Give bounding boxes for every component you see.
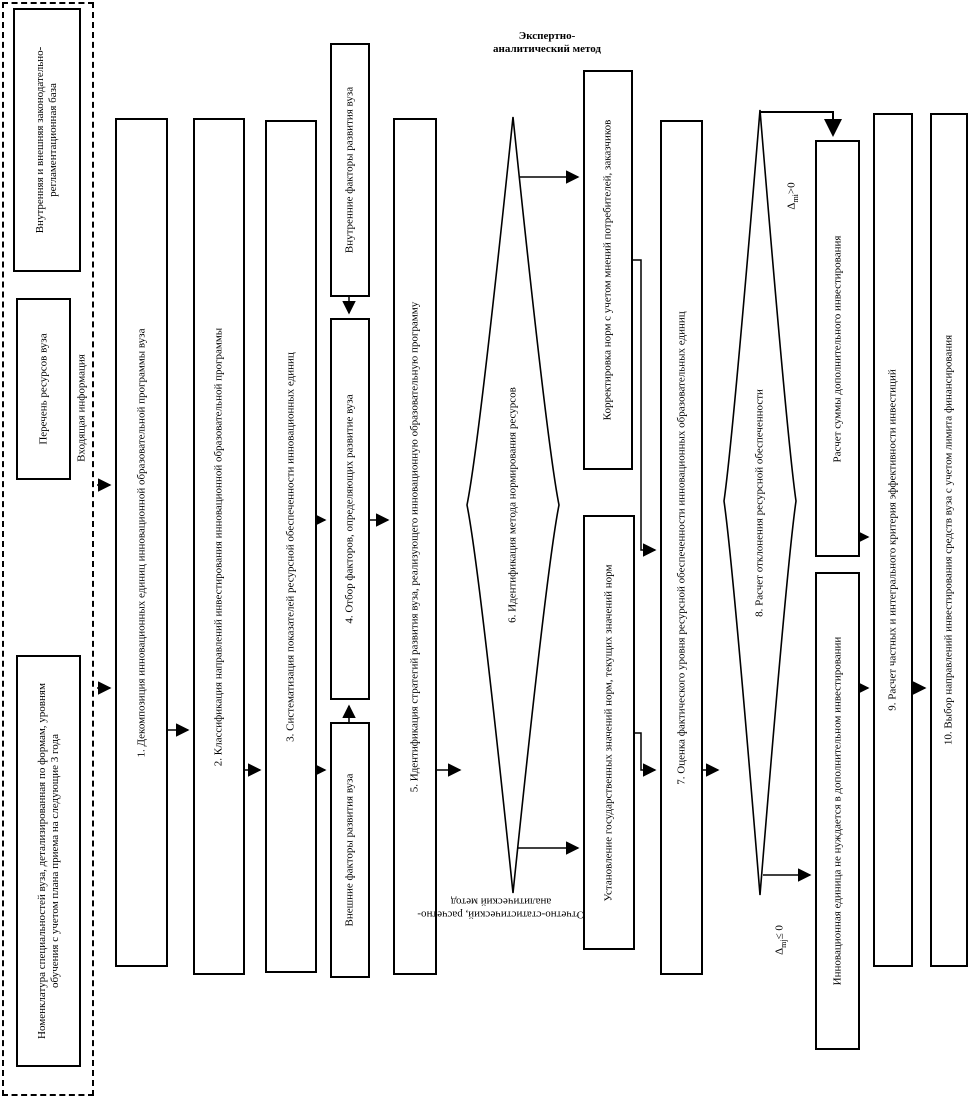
step10-box: 10. Выбор направлений инвестирования сре… xyxy=(930,113,968,967)
norm-correction-label: Корректировка норм с учетом мнений потре… xyxy=(601,119,614,421)
external-factors-box: Внешние факторы развития вуза xyxy=(330,722,370,978)
input-box-legal-base-label: Внутренняя и внешняя законодательно-регл… xyxy=(33,46,59,234)
input-box-resources-label: Перечень ресурсов вуза xyxy=(36,333,49,445)
norm-correction-box: Корректировка норм с учетом мнений потре… xyxy=(583,70,633,470)
connector xyxy=(635,732,657,777)
input-block-border xyxy=(2,2,94,1096)
step5-box: 5. Идентификация стратегий развития вуза… xyxy=(393,118,437,975)
step5-label: 5. Идентификация стратегий развития вуза… xyxy=(408,301,421,792)
step7-box: 7. Оценка фактического уровня ресурсной … xyxy=(660,120,703,975)
delta-negative-cmp: ≤ 0 xyxy=(773,924,786,939)
invest-sum-label: Расчет суммы дополнительного инвестирова… xyxy=(830,235,843,462)
expert-method-caption: Экспертно-аналитический метод xyxy=(493,30,601,56)
internal-factors-box: Внутренние факторы развития вуза xyxy=(330,43,370,297)
no-invest-box: Инновационная единица не нуждается в доп… xyxy=(815,572,860,1050)
delta-negative-sym: Δ xyxy=(773,947,786,955)
step2-label: 2. Классификация направлений инвестирова… xyxy=(212,327,225,766)
delta-positive-sym: Δ xyxy=(785,202,798,210)
norm-establishment-label: Установление государственных значений но… xyxy=(602,564,615,901)
step8-diamond-shape xyxy=(723,109,797,896)
step8-label: 8. Расчет отклонения ресурсной обеспечен… xyxy=(753,389,766,617)
step2-box: 2. Классификация направлений инвестирова… xyxy=(193,118,245,975)
delta-positive-sub: mi xyxy=(790,193,800,203)
step6-diamond-shape xyxy=(466,116,560,894)
delta-positive-cmp: >0 xyxy=(785,181,798,194)
input-box-nomenclature-label: Номенклатура специальностей вуза, детали… xyxy=(35,683,61,1039)
input-box-legal-base: Внутренняя и внешняя законодательно-регл… xyxy=(13,8,81,272)
delta-negative-label: Δmj≤ 0 xyxy=(766,912,796,967)
input-box-resources: Перечень ресурсов вуза xyxy=(16,298,71,480)
step3-box: 3. Систематизация показателей ресурсной … xyxy=(265,120,317,973)
step1-label: 1. Декомпозиция инновационных единиц инн… xyxy=(134,328,147,757)
step10-label: 10. Выбор направлений инвестирования сре… xyxy=(942,334,955,746)
step1-box: 1. Декомпозиция инновационных единиц инн… xyxy=(115,118,168,967)
internal-factors-label: Внутренние факторы развития вуза xyxy=(343,86,356,254)
delta-negative-sub: mj xyxy=(778,938,788,948)
delta-positive-label: Δmi>0 xyxy=(778,168,808,223)
statistical-method-caption: Отчетно-статистический, расчетно-аналити… xyxy=(417,895,585,921)
step6-label: 6. Идентификация метода нормирования рес… xyxy=(506,387,519,623)
step8-diamond: 8. Расчет отклонения ресурсной обеспечен… xyxy=(722,108,798,898)
invest-sum-box: Расчет суммы дополнительного инвестирова… xyxy=(815,140,860,557)
connector xyxy=(633,259,657,557)
step4-box: 4. Отбор факторов, определяющих развитие… xyxy=(330,318,370,700)
step9-box: 9. Расчет частных и интегрального критер… xyxy=(873,113,913,967)
connector xyxy=(760,111,842,137)
input-box-nomenclature: Номенклатура специальностей вуза, детали… xyxy=(16,655,81,1067)
incoming-info-caption-label: Входящая информация xyxy=(75,354,88,462)
external-factors-label: Внешние факторы развития вуза xyxy=(343,773,356,927)
step3-label: 3. Систематизация показателей ресурсной … xyxy=(284,351,297,742)
incoming-info-caption: Входящая информация xyxy=(70,348,94,468)
step9-label: 9. Расчет частных и интегрального критер… xyxy=(886,369,899,711)
step7-label: 7. Оценка фактического уровня ресурсной … xyxy=(674,310,687,785)
step4-label: 4. Отбор факторов, определяющих развитие… xyxy=(343,394,356,624)
norm-establishment-box: Установление государственных значений но… xyxy=(583,515,635,950)
step6-diamond: 6. Идентификация метода нормирования рес… xyxy=(465,115,561,895)
no-invest-label: Инновационная единица не нуждается в доп… xyxy=(830,636,843,986)
